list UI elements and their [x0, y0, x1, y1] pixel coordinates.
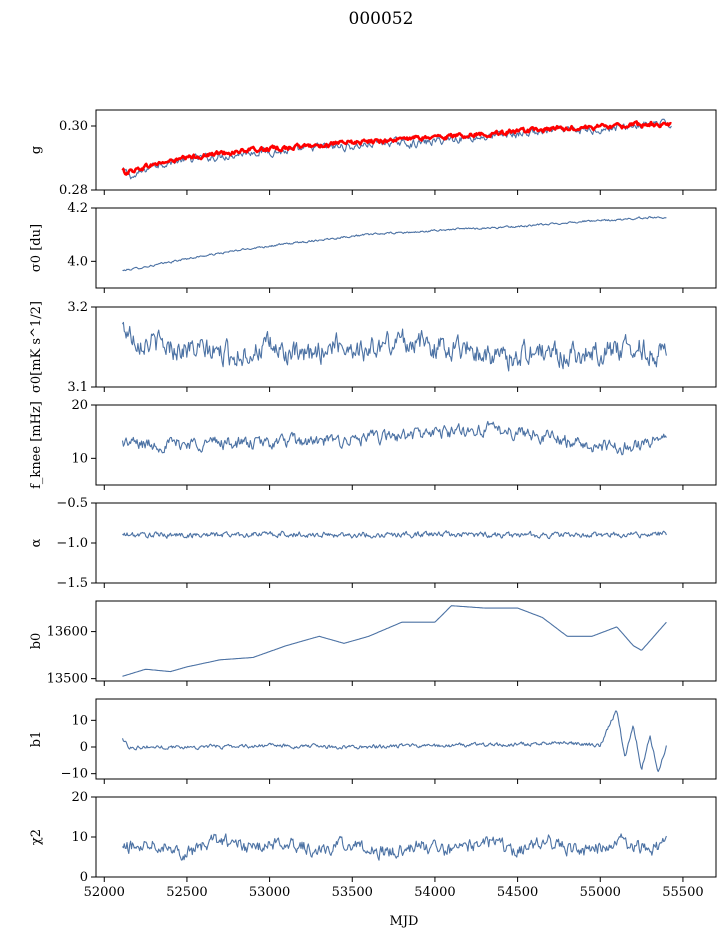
y-tick-label: 4.2	[67, 201, 88, 216]
series-line	[121, 118, 672, 180]
plot-area	[122, 216, 667, 272]
y-axis-label: α	[29, 538, 44, 547]
y-tick-label: −1.5	[56, 576, 88, 591]
y-tick-label: 0	[80, 740, 88, 755]
axes-frame	[95, 404, 717, 486]
plot-area	[121, 420, 667, 456]
x-tick-label: 53500	[332, 885, 373, 900]
panel-sigma0-mk: 3.1 3.2 σ0[mK s^1/2]	[29, 300, 717, 395]
y-tick-label: 10	[71, 451, 88, 466]
x-tick-label: 53000	[249, 885, 290, 900]
x-tick-label: 52500	[166, 885, 207, 900]
y-tick-label: 0	[80, 870, 88, 885]
y-axis-label: σ0[mK s^1/2]	[29, 301, 44, 393]
y-axis-label: b0	[29, 633, 44, 650]
panel-chi2: 0 10 20 52000 52500 53000 53500 54000 54500 55000…	[29, 790, 717, 900]
panel-alpha: −1.5 −1.0 −0.5 α	[29, 496, 717, 591]
axes-frame	[95, 109, 717, 191]
y-tick-label: 10	[71, 713, 88, 728]
y-tick-label: 13600	[47, 625, 88, 640]
y-tick-label: 0.30	[59, 119, 88, 134]
x-tick-label: 55000	[580, 885, 621, 900]
x-tick-label: 55500	[662, 885, 703, 900]
series-line	[122, 216, 667, 272]
plot-area	[121, 710, 667, 773]
y-tick-label: 4.0	[67, 254, 88, 269]
figure-title: 000052	[349, 9, 414, 29]
y-tick-label: −1.0	[56, 536, 88, 551]
series-line	[122, 833, 667, 861]
plot-area	[122, 605, 667, 677]
x-tick-label: 54000	[414, 885, 455, 900]
panel-g: 0.28 0.30 g	[29, 109, 717, 198]
plot-area	[121, 118, 672, 180]
y-tick-label: 3.1	[67, 380, 88, 395]
y-tick-label: 20	[71, 398, 88, 413]
axes-frame	[95, 306, 717, 388]
y-axis-label: f_knee [mHz]	[29, 401, 44, 489]
y-tick-label: −0.5	[56, 496, 88, 511]
y-tick-label: −10	[61, 767, 88, 782]
y-tick-label: 3.2	[67, 300, 88, 315]
plot-area	[122, 833, 667, 861]
series-line	[121, 710, 667, 773]
y-tick-label: 20	[71, 790, 88, 805]
series-line	[122, 321, 667, 372]
series-line	[122, 605, 667, 677]
plot-area	[122, 321, 667, 372]
series-line	[121, 120, 672, 176]
axes-frame	[95, 600, 717, 682]
panel-sigma0-du: 4.0 4.2 σ0 [du]	[29, 201, 717, 293]
series-line	[121, 420, 667, 456]
y-axis-label: σ0 [du]	[29, 224, 44, 272]
y-tick-label: 0.28	[59, 183, 88, 198]
plot-area	[122, 530, 667, 540]
y-tick-label: 10	[71, 830, 88, 845]
panel-fknee: 10 20 f_knee [mHz]	[29, 398, 717, 490]
axes-frame	[95, 502, 717, 584]
y-axis-label: g	[29, 146, 44, 154]
x-tick-label: 54500	[497, 885, 538, 900]
panel-b1: −10 0 10 b1	[29, 698, 717, 784]
x-axis-label: MJD	[390, 914, 419, 929]
x-tick-label: 52000	[84, 885, 125, 900]
axes-frame	[95, 207, 717, 289]
y-axis-label: b1	[29, 731, 44, 748]
series-line	[122, 530, 667, 540]
axes-frame	[95, 698, 717, 780]
panels: 0.28 0.30 g 4.0 4.2 σ0 [du] 3.1 3.2 σ0[mK s^1/2]…	[29, 109, 717, 900]
y-axis-label: χ2	[29, 829, 44, 845]
y-tick-label: 13500	[47, 672, 88, 687]
